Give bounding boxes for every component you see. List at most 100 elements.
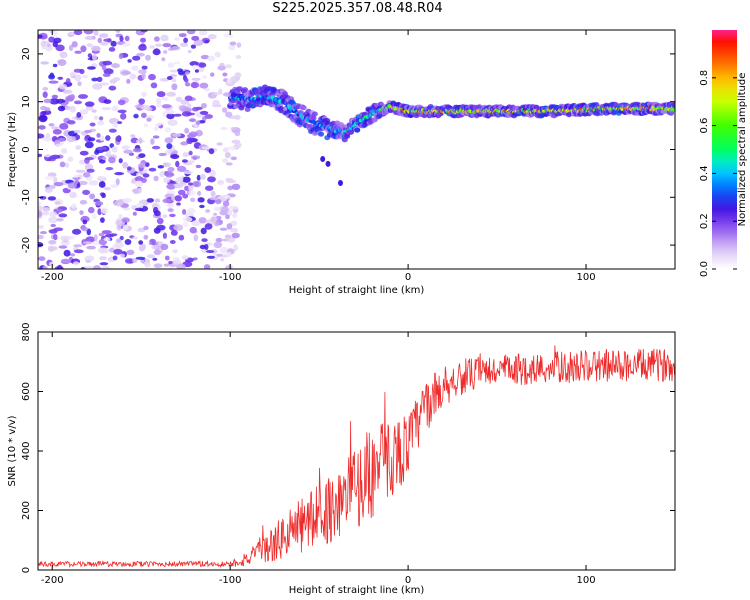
noise-speckle	[177, 70, 186, 75]
noise-speckle	[155, 98, 162, 104]
noise-speckle	[126, 78, 131, 84]
noise-speckle	[132, 55, 141, 61]
noise-speckle	[70, 253, 75, 257]
y-tick-label: 800	[21, 322, 32, 341]
noise-speckle	[46, 43, 51, 48]
noise-speckle	[170, 154, 180, 160]
noise-speckle	[230, 227, 239, 233]
x-tick-label: -200	[41, 272, 64, 283]
noise-speckle	[159, 171, 166, 178]
noise-speckle	[98, 247, 108, 254]
noise-speckle	[190, 82, 200, 89]
noise-speckle	[38, 34, 43, 39]
noise-speckle	[86, 228, 92, 236]
noise-speckle	[175, 96, 183, 102]
noise-speckle	[171, 133, 182, 137]
noise-speckle	[153, 48, 161, 56]
noise-speckle	[225, 111, 233, 118]
noise-speckle	[110, 40, 117, 47]
noise-speckle	[74, 50, 82, 54]
noise-speckle	[169, 213, 176, 218]
noise-speckle	[113, 200, 124, 207]
noise-speckle	[176, 263, 186, 269]
noise-speckle	[91, 109, 97, 113]
noise-speckle	[201, 103, 207, 109]
noise-speckle	[101, 65, 107, 71]
noise-speckle	[183, 170, 193, 175]
noise-speckle	[44, 107, 51, 112]
noise-speckle	[153, 249, 161, 255]
noise-speckle	[197, 190, 202, 196]
noise-speckle	[101, 107, 112, 111]
y-axis-label: Frequency (Hz)	[7, 112, 18, 188]
noise-speckle	[156, 91, 166, 98]
noise-speckle	[206, 255, 216, 259]
noise-speckle	[192, 181, 200, 187]
noise-speckle	[119, 253, 125, 258]
noise-speckle	[189, 159, 196, 164]
noise-speckle	[80, 45, 87, 53]
noise-speckle	[113, 248, 123, 255]
noise-speckle	[176, 202, 181, 206]
noise-speckle	[122, 207, 131, 211]
noise-speckle	[188, 182, 193, 186]
noise-speckle	[47, 196, 57, 201]
noise-speckle	[178, 234, 185, 241]
noise-speckle	[38, 133, 45, 139]
noise-speckle	[48, 261, 55, 267]
noise-speckle	[50, 223, 56, 228]
noise-speckle	[195, 120, 201, 126]
noise-speckle	[162, 232, 167, 239]
noise-speckle	[51, 94, 59, 99]
x-tick-label: 100	[576, 575, 595, 586]
noise-speckle	[224, 195, 231, 199]
noise-speckle	[73, 30, 83, 36]
noise-speckle	[174, 37, 180, 41]
noise-speckle	[171, 194, 176, 201]
noise-speckle	[196, 174, 201, 181]
noise-speckle	[58, 245, 68, 249]
noise-speckle	[105, 135, 111, 141]
noise-speckle	[140, 37, 146, 43]
noise-speckle	[224, 234, 231, 239]
noise-speckle	[110, 184, 119, 188]
noise-speckle	[214, 51, 221, 58]
noise-speckle	[74, 177, 79, 185]
noise-speckle	[228, 45, 236, 51]
y-tick-label: 400	[21, 441, 32, 460]
noise-speckle	[223, 33, 234, 38]
noise-speckle	[79, 68, 85, 75]
noise-speckle	[169, 240, 176, 244]
noise-speckle	[122, 162, 129, 169]
noise-speckle	[226, 78, 232, 83]
noise-speckle	[184, 71, 190, 75]
noise-speckle	[152, 257, 158, 261]
noise-speckle	[134, 207, 144, 212]
noise-speckle	[181, 111, 192, 117]
ridge-halo	[348, 129, 354, 135]
noise-speckle	[162, 198, 172, 204]
noise-speckle	[195, 164, 202, 169]
noise-speckle	[51, 126, 60, 130]
y-tick-label: 0	[21, 567, 32, 573]
noise-speckle	[219, 62, 225, 67]
noise-speckle	[163, 50, 168, 54]
noise-speckle	[97, 175, 105, 180]
noise-speckle	[62, 89, 71, 94]
noise-speckle	[204, 244, 209, 250]
noise-speckle	[40, 231, 47, 235]
noise-speckle	[141, 112, 147, 119]
noise-speckle	[161, 104, 172, 109]
snr-line	[38, 345, 675, 569]
noise-speckle	[101, 156, 107, 161]
noise-speckle	[150, 138, 155, 145]
noise-speckle	[180, 42, 189, 47]
noise-speckle	[101, 192, 106, 199]
noise-speckle	[197, 197, 205, 203]
noise-speckle	[132, 258, 138, 263]
noise-speckle	[188, 190, 196, 196]
noise-speckle	[207, 55, 215, 62]
noise-speckle	[159, 78, 170, 82]
noise-speckle	[44, 186, 53, 193]
noise-speckle	[114, 241, 125, 249]
